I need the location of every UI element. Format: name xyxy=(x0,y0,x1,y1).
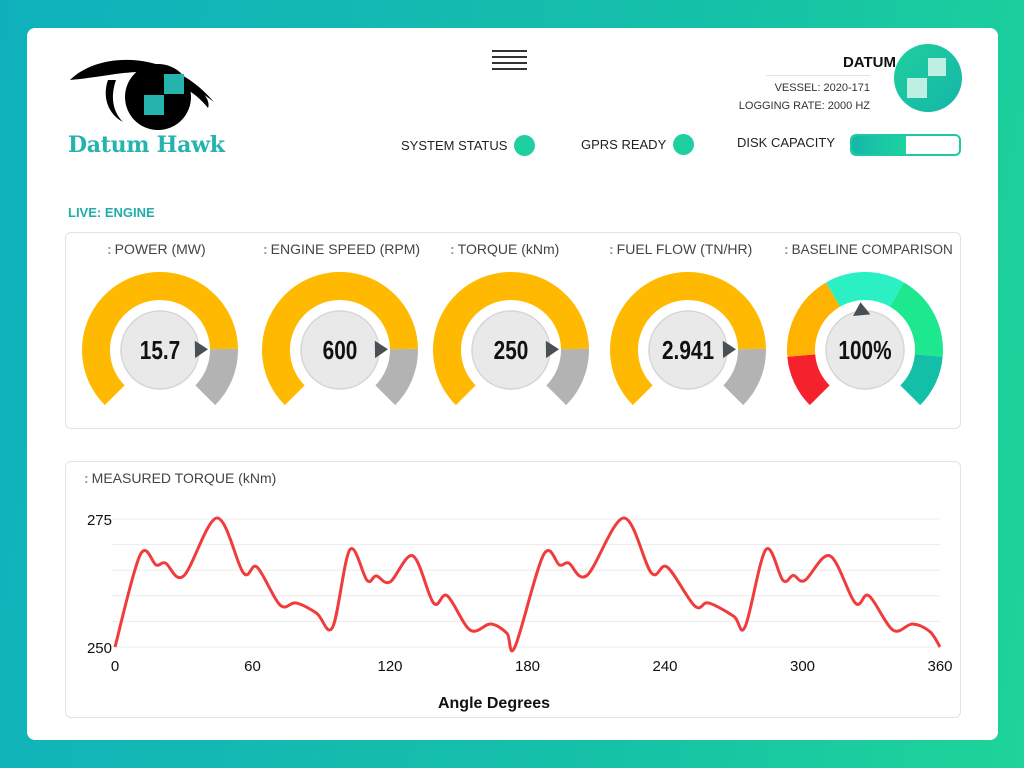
gauge-fill-arc xyxy=(262,272,418,406)
gprs-status-label: GPRS READY xyxy=(581,137,667,152)
gauge-3: 2.941 xyxy=(609,272,766,406)
x-tick-label: 180 xyxy=(515,658,540,675)
gauge-segment xyxy=(826,271,904,307)
x-tick-label: 360 xyxy=(927,658,952,675)
torque-chart: 250 275 0 60 120 180 240 300 360 Angle Degrees xyxy=(87,512,953,712)
disk-capacity-bar xyxy=(850,134,961,156)
y-tick-label: 250 xyxy=(87,640,112,657)
y-tick-label: 275 xyxy=(87,512,112,529)
x-axis-label: Angle Degrees xyxy=(438,695,550,712)
system-status-label: SYSTEM STATUS xyxy=(401,138,508,153)
gauge-title-baseline: : BASELINE COMPARISON xyxy=(784,241,953,257)
gauge-fill-arc xyxy=(609,272,766,406)
gauge-pointer-icon xyxy=(545,340,559,359)
disk-capacity-label: DISK CAPACITY xyxy=(737,135,836,150)
gauge-value: 100% xyxy=(838,336,891,365)
logo-text: Datum Hawk xyxy=(68,132,225,158)
gauge-pointer-icon xyxy=(853,302,871,317)
gauge-value: 250 xyxy=(494,336,529,365)
gauge-value: 15.7 xyxy=(140,336,180,365)
gauge-1: 600 xyxy=(262,272,419,406)
gauge-value: 600 xyxy=(323,336,358,365)
x-tick-label: 300 xyxy=(790,658,815,675)
logging-rate-label: LOGGING RATE: 2000 HZ xyxy=(738,100,870,112)
x-tick-label: 0 xyxy=(111,658,119,675)
gauge-pointer-icon xyxy=(194,340,208,359)
x-tick-label: 60 xyxy=(244,658,261,675)
gprs-status: GPRS READY xyxy=(581,134,695,155)
live-section-label: LIVE: ENGINE xyxy=(68,205,155,220)
gauge-fill-arc xyxy=(82,272,238,406)
x-tick-label: 240 xyxy=(652,658,677,675)
gauge-value: 2.941 xyxy=(662,336,714,365)
gauge-segment xyxy=(787,282,840,357)
gauge-title-fuel-flow: : FUEL FLOW (TN/HR) xyxy=(609,241,753,257)
gauge-pointer-icon xyxy=(722,340,736,359)
gauge-fill-arc xyxy=(433,271,589,406)
header-divider xyxy=(766,75,870,76)
vessel-label: VESSEL: 2020-171 xyxy=(774,82,870,94)
gprs-status-indicator xyxy=(673,134,695,155)
gauge-rest-arc xyxy=(195,348,238,406)
gauge-segment xyxy=(787,354,830,406)
gauge-rest-arc xyxy=(546,348,589,406)
gauge-4: 100% xyxy=(787,271,943,406)
gauges-layer: 15.7 600 250 2.941 100% xyxy=(82,271,943,406)
gauge-segment xyxy=(890,282,943,357)
system-status-indicator xyxy=(514,135,536,156)
gauge-title-torque: : TORQUE (kNm) xyxy=(450,241,560,257)
gauge-rest-arc xyxy=(375,348,419,406)
gauge-0: 15.7 xyxy=(82,272,238,406)
disk-capacity-fill xyxy=(852,136,906,154)
gauge-rest-arc xyxy=(723,348,766,406)
eye-logo-icon xyxy=(70,59,214,130)
hamburger-menu-icon[interactable] xyxy=(492,50,527,72)
x-tick-label: 120 xyxy=(377,658,402,675)
gauge-segment xyxy=(900,354,943,406)
torque-chart-panel: : MEASURED TORQUE (kNm) xyxy=(65,461,961,718)
chart-title: : MEASURED TORQUE (kNm) xyxy=(84,470,277,486)
system-status: SYSTEM STATUS xyxy=(401,135,536,156)
torque-series-line xyxy=(113,516,942,653)
gauge-title-engine-speed: : ENGINE SPEED (RPM) xyxy=(263,241,421,257)
gauge-pointer-icon xyxy=(374,340,388,359)
gauge-title-power: : POWER (MW) xyxy=(107,241,206,257)
gauge-2: 250 xyxy=(433,271,589,406)
brand-title: DATUM xyxy=(842,54,896,71)
datum-logo-icon xyxy=(894,44,962,112)
